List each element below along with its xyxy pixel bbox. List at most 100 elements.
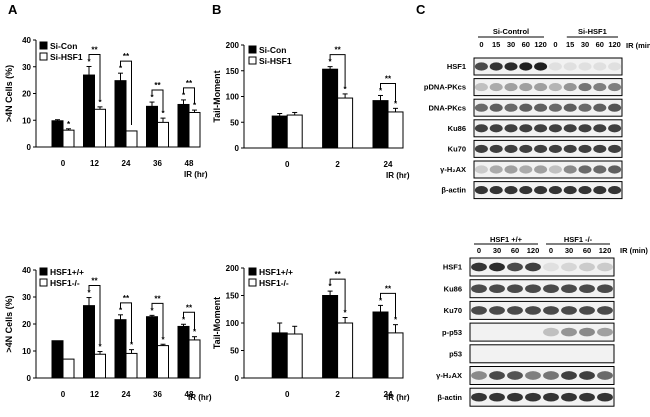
blot-band xyxy=(543,262,559,272)
bar-hsf1- xyxy=(146,316,158,379)
significance-star: * xyxy=(161,335,165,344)
blot-band xyxy=(471,284,487,294)
bar-hsf1- xyxy=(62,358,75,379)
significance-star: * xyxy=(98,98,102,107)
blot-band xyxy=(474,186,488,195)
y-tick-label: 40 xyxy=(22,266,31,275)
significance-double-star: ** xyxy=(385,74,392,83)
blot-row-frame xyxy=(469,300,615,320)
blot-band xyxy=(507,371,523,380)
blot-group-label: HSF1 +/+ xyxy=(490,235,523,244)
significance-bracket xyxy=(380,292,396,319)
legend-swatch xyxy=(39,52,48,61)
significance-double-star: ** xyxy=(123,52,130,61)
legend-label: HSF1+/+ xyxy=(50,267,84,277)
blot-band xyxy=(561,284,577,294)
blot-row-frame xyxy=(469,387,615,407)
blot-band xyxy=(534,165,548,174)
significance-star: * xyxy=(119,64,123,73)
blot-lane-label: 60 xyxy=(583,246,591,255)
legend-swatch xyxy=(39,267,48,276)
significance-bracket xyxy=(120,60,132,125)
blot-group-label: HSF1 -/- xyxy=(564,235,593,244)
blot-row-label: pDNA-PKcs xyxy=(424,83,466,92)
blot-band xyxy=(507,284,523,294)
legend-label: Si-Con xyxy=(50,41,77,51)
blot-row-frame xyxy=(469,322,615,342)
blot-row-frame xyxy=(473,181,623,200)
legend-label: Si-HSF1 xyxy=(259,56,292,66)
blot-lane-label: 60 xyxy=(522,40,530,49)
y-tick-label: 0 xyxy=(235,144,240,153)
blot-lane-label: 15 xyxy=(492,40,500,49)
significance-star: * xyxy=(130,341,134,350)
significance-star: * xyxy=(379,296,383,305)
x-tick-label: 0 xyxy=(61,390,66,399)
blot-band xyxy=(504,165,518,174)
significance-bracket xyxy=(151,302,164,339)
blot-row-frame xyxy=(473,78,623,97)
blot-band xyxy=(489,62,503,71)
blot-band xyxy=(608,144,622,153)
blot-band xyxy=(543,284,559,294)
bar-si-hsf1 xyxy=(387,111,404,149)
blot-band xyxy=(563,62,577,71)
blot-band xyxy=(489,262,505,272)
blot-band xyxy=(489,306,505,315)
significance-star: * xyxy=(150,306,154,315)
blot-row-label: DNA-PKcs xyxy=(428,103,466,112)
chart-chartA1 xyxy=(33,39,201,148)
significance-star: * xyxy=(87,289,91,298)
bar-hsf1- xyxy=(271,332,288,379)
chart-chartB2 xyxy=(241,267,404,379)
blot-lane-label: 60 xyxy=(596,40,604,49)
blot-band xyxy=(474,62,488,71)
y-tick-label: 20 xyxy=(22,90,31,99)
blot-band xyxy=(525,284,541,294)
x-tick-label: 24 xyxy=(384,160,393,169)
blot-band xyxy=(578,186,592,195)
blot-band xyxy=(561,392,577,402)
blot-band xyxy=(548,124,562,133)
blot-row-frame xyxy=(469,257,615,277)
significance-star: * xyxy=(329,58,333,67)
blot-band xyxy=(507,306,523,315)
blot-row-frame xyxy=(469,366,615,385)
blot-band xyxy=(519,186,533,195)
significance-double-star: ** xyxy=(186,303,193,312)
panel-letter-b: B xyxy=(212,2,221,17)
significance-star: * xyxy=(182,91,186,100)
x-tick-label: 48 xyxy=(185,390,194,399)
significance-bracket xyxy=(329,278,346,312)
western-blot-blotBottom xyxy=(469,243,615,407)
blot-band xyxy=(489,186,503,195)
y-tick-label: 10 xyxy=(22,116,31,125)
blot-lane-label: 120 xyxy=(534,40,547,49)
legend-swatch xyxy=(248,278,257,287)
blot-band xyxy=(593,165,607,174)
blot-lane-label: 30 xyxy=(581,40,589,49)
x-tick-label: 24 xyxy=(122,390,131,399)
x-axis-label: IR (hr) xyxy=(184,170,208,179)
x-axis-label: IR (hr) xyxy=(188,393,212,402)
blot-band xyxy=(504,144,518,153)
y-tick-label: 50 xyxy=(230,118,239,127)
blot-band xyxy=(578,62,592,71)
blot-band xyxy=(474,165,488,174)
y-tick-label: 200 xyxy=(226,264,240,273)
blot-band xyxy=(561,327,577,337)
blot-band xyxy=(543,306,559,315)
blot-row-label: p-p53 xyxy=(442,328,462,337)
bar-hsf1- xyxy=(125,352,138,379)
y-tick-label: 150 xyxy=(226,292,240,301)
blot-band xyxy=(578,165,592,174)
blot-band xyxy=(489,392,505,402)
blot-lane-label: 0 xyxy=(549,246,553,255)
blot-band xyxy=(548,103,562,112)
significance-double-star: ** xyxy=(334,270,341,279)
blot-band xyxy=(534,62,548,71)
blot-lane-label: 60 xyxy=(511,246,519,255)
y-tick-label: 50 xyxy=(230,347,239,356)
blot-band xyxy=(534,124,548,133)
bar-si-con xyxy=(372,100,389,149)
